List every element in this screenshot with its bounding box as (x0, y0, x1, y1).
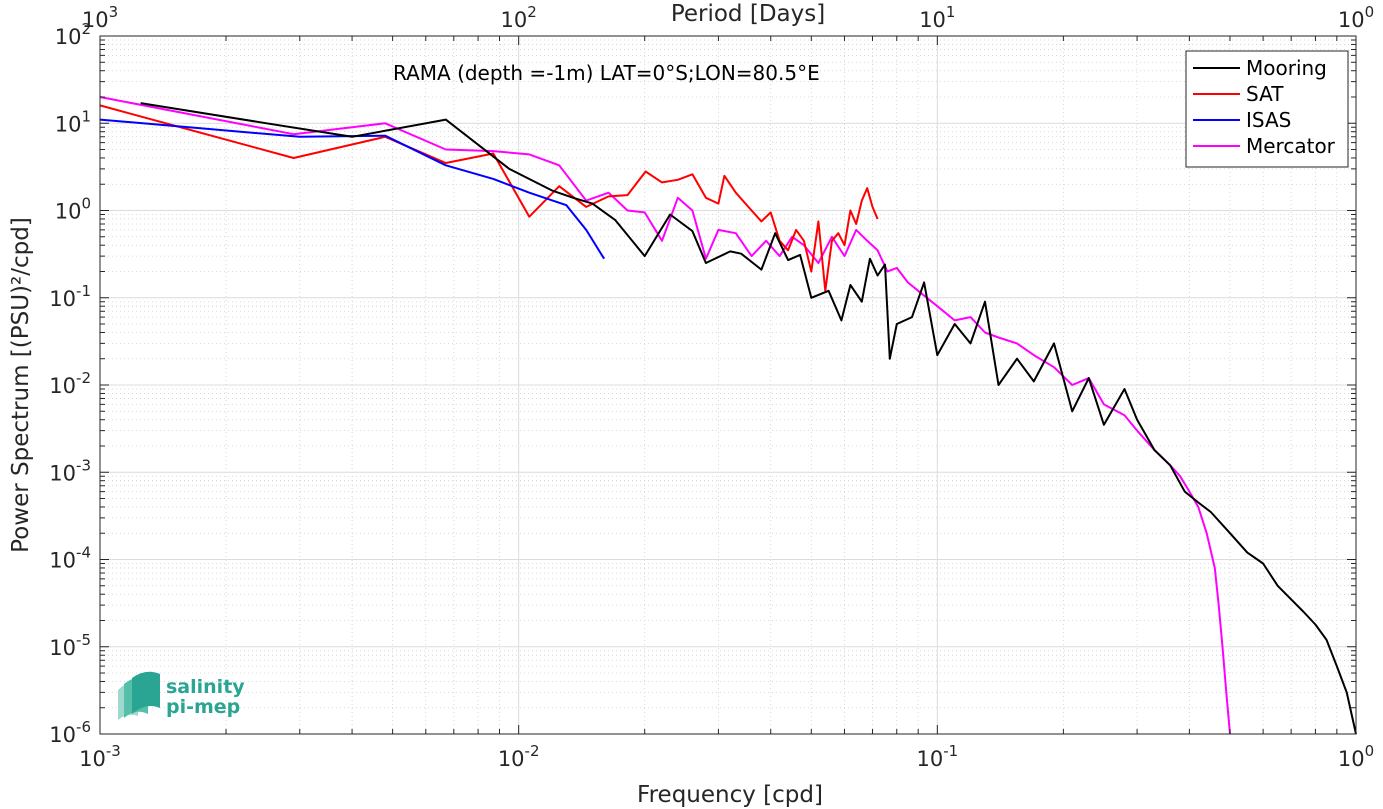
logo-waves-icon (118, 671, 160, 720)
y-tick-labels: 10-6 10-5 10-4 10-3 10-2 10-1 100 101 102 (49, 20, 91, 747)
top-tick-label: 101 (919, 3, 955, 32)
series-line-sat (99, 104, 879, 292)
top-tick-labels: 103 102 101 100 (82, 3, 1374, 32)
y-tick-label: 10-4 (49, 544, 91, 573)
y-tick-label: 102 (55, 20, 91, 49)
logo-line2: pi-mep (166, 696, 240, 718)
top-tick-label: 100 (1338, 3, 1374, 32)
y-tick-label: 10-6 (49, 718, 91, 747)
x-tick-label: 100 (1338, 742, 1374, 771)
top-tick-label: 103 (82, 3, 118, 32)
legend-box (1185, 50, 1349, 168)
top-tick-label: 102 (501, 3, 537, 32)
legend-label-isas: ISAS (1246, 108, 1291, 132)
x-tick-labels: 10-3 10-2 10-1 100 (79, 742, 1374, 771)
series-line-mooring (140, 102, 1357, 735)
top-axis-title: Period [Days] (671, 1, 825, 27)
chart-title: RAMA (depth =-1m) LAT=0°S;LON=80.5°E (393, 61, 820, 85)
y-tick-label: 10-3 (49, 456, 91, 485)
x-tick-label: 10-2 (498, 742, 540, 771)
y-tick-label: 10-5 (49, 631, 91, 660)
series-layer (99, 96, 1357, 735)
legend-label-mooring: Mooring (1246, 56, 1327, 80)
x-tick-label: 10-3 (79, 742, 121, 771)
y-axis-title: Power Spectrum [(PSU)²/cpd] (8, 217, 34, 553)
x-axis-title: Frequency [cpd] (637, 782, 823, 808)
y-tick-label: 10-2 (49, 369, 91, 398)
logo-line1: salinity (166, 676, 245, 698)
y-tick-label: 100 (55, 195, 91, 224)
tick-marks (99, 35, 1357, 735)
legend-label-sat: SAT (1246, 82, 1284, 106)
legend-label-mercator: Mercator (1246, 134, 1336, 158)
y-tick-label: 101 (55, 107, 91, 136)
salinity-pi-mep-logo: salinity pi-mep (118, 671, 245, 720)
x-tick-label: 10-1 (916, 742, 958, 771)
y-tick-label: 10-1 (49, 282, 91, 311)
series-line-isas (99, 118, 605, 260)
